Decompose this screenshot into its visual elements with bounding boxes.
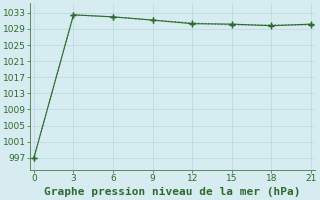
X-axis label: Graphe pression niveau de la mer (hPa): Graphe pression niveau de la mer (hPa) [44,187,301,197]
